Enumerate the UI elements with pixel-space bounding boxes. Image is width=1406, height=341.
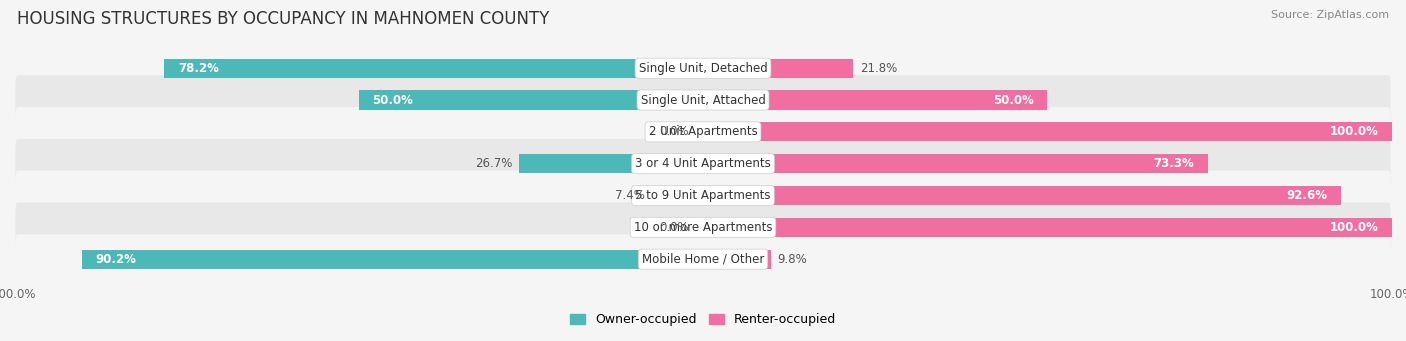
Bar — [359, 90, 703, 109]
Text: 73.3%: 73.3% — [1153, 157, 1194, 170]
Text: 92.6%: 92.6% — [1286, 189, 1327, 202]
FancyBboxPatch shape — [15, 75, 1391, 125]
Bar — [703, 218, 1392, 237]
Bar — [519, 154, 703, 173]
Text: 100.0%: 100.0% — [1329, 125, 1378, 138]
Bar — [652, 186, 703, 205]
Text: 10 or more Apartments: 10 or more Apartments — [634, 221, 772, 234]
Text: 100.0%: 100.0% — [1329, 221, 1378, 234]
Text: 26.7%: 26.7% — [475, 157, 512, 170]
FancyBboxPatch shape — [15, 171, 1391, 220]
Bar — [82, 250, 703, 269]
FancyBboxPatch shape — [15, 203, 1391, 252]
Text: 9.8%: 9.8% — [778, 253, 807, 266]
Bar — [703, 186, 1341, 205]
Text: 0.0%: 0.0% — [659, 125, 689, 138]
Text: 7.4%: 7.4% — [616, 189, 645, 202]
Text: 50.0%: 50.0% — [993, 93, 1033, 106]
Text: 0.0%: 0.0% — [659, 221, 689, 234]
Text: 2 Unit Apartments: 2 Unit Apartments — [648, 125, 758, 138]
Text: 78.2%: 78.2% — [179, 62, 219, 75]
Bar — [703, 90, 1047, 109]
Text: 50.0%: 50.0% — [373, 93, 413, 106]
FancyBboxPatch shape — [15, 139, 1391, 189]
FancyBboxPatch shape — [15, 43, 1391, 93]
Bar — [703, 59, 853, 78]
Text: 21.8%: 21.8% — [860, 62, 897, 75]
FancyBboxPatch shape — [15, 107, 1391, 157]
Bar — [703, 250, 770, 269]
Text: Mobile Home / Other: Mobile Home / Other — [641, 253, 765, 266]
Text: Source: ZipAtlas.com: Source: ZipAtlas.com — [1271, 10, 1389, 20]
Text: HOUSING STRUCTURES BY OCCUPANCY IN MAHNOMEN COUNTY: HOUSING STRUCTURES BY OCCUPANCY IN MAHNO… — [17, 10, 550, 28]
Text: Single Unit, Attached: Single Unit, Attached — [641, 93, 765, 106]
Legend: Owner-occupied, Renter-occupied: Owner-occupied, Renter-occupied — [565, 308, 841, 331]
Text: 90.2%: 90.2% — [96, 253, 136, 266]
Text: Single Unit, Detached: Single Unit, Detached — [638, 62, 768, 75]
Text: 3 or 4 Unit Apartments: 3 or 4 Unit Apartments — [636, 157, 770, 170]
Bar — [703, 154, 1208, 173]
Bar — [703, 122, 1392, 142]
Bar — [165, 59, 703, 78]
FancyBboxPatch shape — [15, 234, 1391, 284]
Text: 5 to 9 Unit Apartments: 5 to 9 Unit Apartments — [636, 189, 770, 202]
